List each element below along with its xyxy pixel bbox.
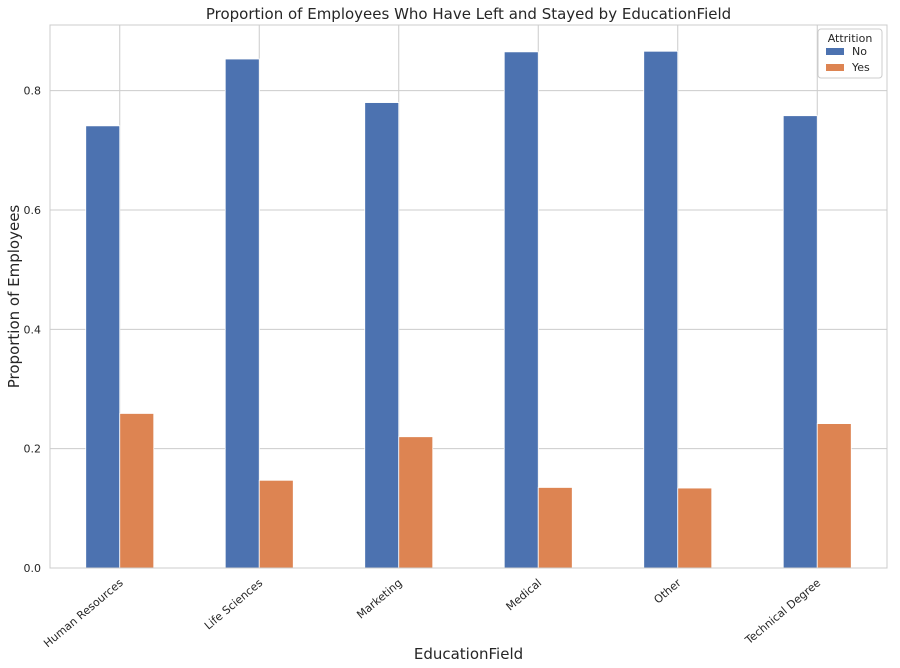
y-axis-label: Proportion of Employees xyxy=(5,205,23,389)
bar-yes xyxy=(677,487,713,569)
plot-frame xyxy=(49,24,888,569)
y-tick-label: 0.0 xyxy=(24,562,42,575)
bars xyxy=(85,50,852,569)
legend-items: No Yes xyxy=(826,45,870,74)
bar-yes xyxy=(398,436,434,569)
legend-title: Attrition xyxy=(828,32,873,45)
x-tick-label: Technical Degree xyxy=(742,576,823,647)
bar-no xyxy=(503,51,539,569)
y-tick-label: 0.2 xyxy=(24,443,42,456)
x-tick-label: Other xyxy=(651,576,684,606)
legend-swatch-no xyxy=(826,48,844,55)
legend-swatch-yes xyxy=(826,64,844,71)
bar-no xyxy=(224,58,260,569)
legend: Attrition No Yes xyxy=(817,28,883,79)
x-axis-label: EducationField xyxy=(414,645,523,663)
bar-no xyxy=(364,102,400,569)
y-tick-label: 0.8 xyxy=(24,85,42,98)
x-ticks: Human Resources Life Sciences Marketing Med… xyxy=(41,576,823,650)
legend-label-no: No xyxy=(852,45,867,58)
legend-label-yes: Yes xyxy=(851,61,870,74)
y-tick-label: 0.6 xyxy=(24,204,42,217)
y-ticks: 0.0 0.2 0.4 0.6 0.8 xyxy=(24,85,42,575)
x-tick-label: Human Resources xyxy=(41,576,126,650)
bar-yes xyxy=(119,413,155,569)
x-tick-label: Life Sciences xyxy=(202,576,265,632)
bar-no xyxy=(643,50,679,569)
plot-area xyxy=(50,25,887,568)
x-tick-label: Medical xyxy=(504,576,545,613)
x-tick-label: Marketing xyxy=(354,576,404,621)
y-tick-label: 0.4 xyxy=(24,323,42,336)
bar-no xyxy=(782,115,818,569)
chart-title: Proportion of Employees Who Have Left an… xyxy=(206,5,731,23)
bar-yes xyxy=(258,479,294,569)
bar-yes xyxy=(537,487,573,569)
bar-yes xyxy=(816,423,852,569)
bar-no xyxy=(85,125,121,569)
